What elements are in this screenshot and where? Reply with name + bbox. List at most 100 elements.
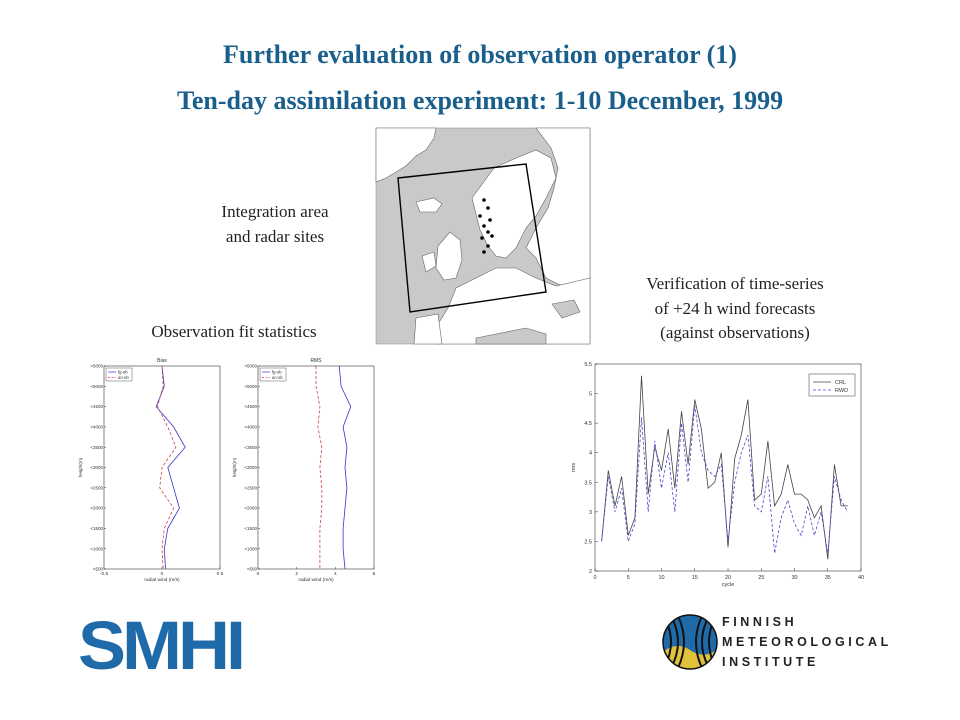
rms-timeseries-chart: 2 2.5 3 3.5 4 4.5 5 5.5 0 5 10 15 20 25 30 35 40 cycle rms…: [571, 362, 864, 588]
chart-title: RMS: [310, 358, 322, 364]
y-tick-label: 5: [589, 392, 592, 398]
y-axis-label: height(m): [78, 457, 83, 477]
map-caption-line: and radar sites: [225, 226, 325, 246]
x-tick-label: -0.5: [100, 571, 109, 577]
y-tick-label: <5000: [90, 384, 103, 389]
series-line-RWD: [601, 405, 849, 554]
x-tick-label: 0: [161, 571, 164, 577]
x-axis-label: radial wind (m/s): [144, 577, 180, 583]
integration-area-frame: [397, 163, 547, 313]
x-tick-label: 4: [334, 571, 337, 577]
map-caption: Integration area and radar sites: [180, 200, 370, 249]
radar-site: [486, 230, 490, 234]
legend-label: an-ob: [272, 375, 283, 380]
y-tick-label: <1500: [90, 526, 103, 531]
y-tick-label: <3500: [244, 445, 257, 450]
radar-site: [480, 236, 484, 240]
y-tick-label: <4000: [244, 425, 257, 430]
series-line-an-ob: [315, 366, 323, 569]
y-tick-label: 4: [589, 451, 592, 457]
x-tick-label: 40: [858, 575, 864, 581]
x-tick-label: 10: [658, 575, 664, 581]
legend-label: an-ob: [118, 375, 129, 380]
y-tick-label: 4.5: [584, 421, 592, 427]
iceland-land: [415, 197, 443, 213]
scandinavia-land: [471, 149, 557, 259]
slide-title: Further evaluation of observation operat…: [223, 40, 737, 69]
radar-sites: [478, 198, 494, 254]
obs-caption: Observation fit statistics: [151, 322, 317, 341]
fmi-logo-line: FINNISH: [722, 615, 798, 629]
y-tick-label: 3: [589, 510, 592, 516]
verification-caption-line: of +24 h wind forecasts: [654, 298, 816, 318]
radar-site: [490, 234, 494, 238]
y-tick-label: <500: [93, 567, 104, 572]
verification-caption: Verification of time-series of +24 h win…: [595, 272, 875, 346]
legend-label: RWD: [835, 388, 848, 394]
legend-label: CRL: [835, 380, 846, 386]
x-axis-label: radial wind (m/s): [298, 577, 334, 583]
x-tick-label: 35: [825, 575, 831, 581]
radar-site: [482, 224, 486, 228]
x-axis-label: cycle: [722, 582, 735, 588]
x-tick-label: 30: [791, 575, 797, 581]
verification-caption-line: (against observations): [660, 323, 810, 343]
chart-title: Bias: [157, 358, 167, 364]
y-tick-label: <5000: [244, 384, 257, 389]
plot-frame: [594, 363, 862, 572]
y-tick-label: <2000: [244, 506, 257, 511]
y-tick-label: >5000: [244, 364, 257, 369]
x-tick-label: 25: [758, 575, 764, 581]
y-axis-label: height(m): [232, 457, 237, 477]
y-tick-label: <1000: [244, 546, 257, 551]
greenland-land: [375, 127, 437, 183]
x-tick-label: 0.5: [217, 571, 224, 577]
radar-site: [482, 250, 486, 254]
britain-land: [435, 231, 463, 281]
rms-profile-chart: RMS >5000 <5000 <4500 <4000 <3500 <3000 <2500 <2…: [232, 358, 376, 583]
x-tick-label: 20: [725, 575, 731, 581]
y-tick-label: <3000: [90, 465, 103, 470]
fmi-logo-line: INSTITUTE: [722, 655, 819, 669]
iberia-land: [413, 313, 443, 345]
y-tick-label: <3000: [244, 465, 257, 470]
series-line-an-ob: [156, 365, 177, 570]
verification-caption-line: Verification of time-series: [646, 274, 824, 293]
x-tick-label: 2: [295, 571, 298, 577]
y-tick-label: <3500: [90, 445, 103, 450]
y-tick-label: <4500: [90, 404, 103, 409]
plot-frame: [257, 365, 375, 570]
y-tick-label: 2.5: [584, 539, 592, 545]
bias-profile-chart: Bias>5000<5000<4500<4000<3500<3000<2500<…: [78, 358, 224, 583]
series-line-fg-ob: [338, 365, 352, 570]
x-tick-label: 0: [593, 575, 596, 581]
continent-land: [435, 267, 591, 345]
radar-site: [482, 198, 486, 202]
y-tick-label: <500: [247, 567, 258, 572]
fmi-logo-line: METEOROLOGICAL: [722, 635, 892, 649]
x-tick-label: 15: [692, 575, 698, 581]
legend-label: fg-ob: [118, 370, 128, 375]
legend-label: fg-ob: [272, 370, 282, 375]
y-tick-label: <2000: [90, 506, 103, 511]
radar-site: [486, 206, 490, 210]
radar-site: [478, 214, 482, 218]
med-sea: [475, 327, 547, 345]
y-tick-label: <4000: [90, 425, 103, 430]
y-tick-label: 5.5: [584, 362, 592, 368]
legend-box: [808, 373, 856, 397]
smhi-logo: SMHI: [78, 608, 246, 684]
y-axis-label: rms: [571, 463, 577, 472]
y-tick-label: 2: [589, 569, 592, 575]
x-tick-label: 6: [373, 571, 376, 577]
integration-area-map: [375, 127, 591, 345]
radar-site: [486, 244, 490, 248]
black-sea: [551, 299, 581, 319]
ireland-land: [421, 251, 437, 273]
y-tick-label: >5000: [90, 364, 103, 369]
x-tick-label: 0: [257, 571, 260, 577]
series-line-fg-ob: [155, 365, 186, 570]
y-tick-label: <2500: [244, 485, 257, 490]
y-tick-label: 3.5: [584, 480, 592, 486]
radar-site: [488, 218, 492, 222]
